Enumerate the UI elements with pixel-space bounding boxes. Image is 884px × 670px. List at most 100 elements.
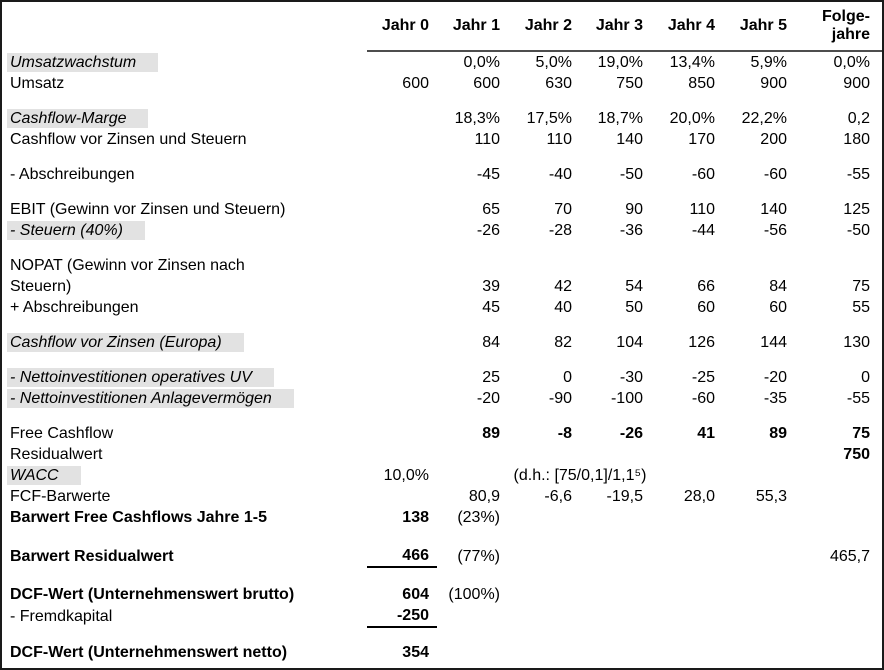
value-cell [651, 642, 723, 663]
value-cell: 13,4% [669, 54, 715, 71]
value-cell [723, 465, 795, 486]
row-label-cell: Cashflow vor Zinsen und Steuern [2, 129, 367, 150]
value-cell [367, 129, 437, 150]
value-cell: (23%) [457, 509, 500, 526]
table-row: FCF-Barwerte 80,9 -6,6 -19,5 28,0 55,3 [2, 486, 882, 507]
table-row: Barwert Free Cashflows Jahre 1-5 138 (23%) [2, 507, 882, 528]
value-cell: 22,2% [741, 110, 787, 127]
table-header: Jahr 0 Jahr 1 Jahr 2 Jahr 3 Jahr 4 Jahr 5 Folg… [2, 2, 882, 52]
value-cell: 75 [852, 425, 870, 442]
value-cell: 84 [482, 334, 500, 351]
table-row: Free Cashflow 89 -8 -26 41 89 75 [2, 423, 882, 444]
spacer-cell [2, 150, 882, 164]
column-header: Jahr 0 [367, 2, 437, 52]
row-label-cell: Residualwert [2, 444, 367, 465]
value-cell [367, 255, 437, 276]
table-row: Cashflow vor Zinsen (Europa) 84 82 104 126 14… [2, 332, 882, 353]
table-row: NOPAT (Gewinn vor Zinsen nach [2, 255, 882, 276]
value-cell [508, 255, 580, 276]
value-cell: 60 [769, 299, 787, 316]
spacer-row [2, 353, 882, 367]
table-row: - Nettoinvestitionen Anlagevermögen -20 -9… [2, 388, 882, 409]
value-cell: -250 [367, 605, 437, 628]
row-label-cell: Cashflow vor Zinsen (Europa) [2, 332, 367, 353]
value-cell: -55 [846, 166, 870, 183]
value-cell: 20,0% [669, 110, 715, 127]
value-cell [795, 605, 882, 627]
value-cell: 0,2 [847, 110, 870, 127]
value-cell: 80,9 [468, 488, 500, 505]
value-cell: -20 [476, 390, 500, 407]
value-cell: 600 [473, 75, 500, 92]
row-label-cell: Steuern) [2, 276, 367, 297]
value-cell: -50 [846, 222, 870, 239]
value-cell: -26 [476, 222, 500, 239]
row-label: Cashflow vor Zinsen und Steuern [10, 131, 247, 148]
value-cell: 104 [616, 334, 643, 351]
value-cell: 604 [402, 586, 429, 603]
value-cell: -60 [691, 166, 715, 183]
table-row: - Steuern (40%) -26 -28 -36 -44 -56 -50 [2, 220, 882, 241]
table-row: - Abschreibungen -45 -40 -50 -60 -60 -55 [2, 164, 882, 185]
value-cell: 126 [688, 334, 715, 351]
value-cell [508, 605, 580, 627]
column-header: Jahr 1 [437, 2, 508, 52]
value-cell: 170 [688, 131, 715, 148]
value-cell: 39 [482, 278, 500, 295]
value-cell: 70 [554, 201, 572, 218]
value-cell: 630 [545, 75, 572, 92]
row-label-cell: NOPAT (Gewinn vor Zinsen nach [2, 255, 367, 276]
value-cell [580, 642, 651, 663]
spacer-cell [2, 353, 882, 367]
value-cell [580, 507, 651, 528]
table-row: - Nettoinvestitionen operatives UV 25 0 -30… [2, 367, 882, 388]
row-label: - Nettoinvestitionen Anlagevermögen [7, 389, 294, 408]
row-label: Cashflow-Marge [7, 109, 149, 128]
value-cell: -20 [763, 369, 787, 386]
spacer-cell [2, 528, 882, 545]
row-label: Cashflow vor Zinsen (Europa) [7, 333, 244, 352]
value-cell [508, 444, 580, 465]
value-cell: 750 [616, 75, 643, 92]
row-label-cell: - Abschreibungen [2, 164, 367, 185]
value-cell: -40 [548, 166, 572, 183]
spacer-row [2, 567, 882, 584]
row-label: - Steuern (40%) [7, 221, 145, 240]
table-row: DCF-Wert (Unternehmenswert netto) 354 [2, 642, 882, 663]
spacer-row [2, 627, 882, 642]
value-cell [580, 605, 651, 627]
value-cell [723, 584, 795, 605]
spacer-row [2, 409, 882, 423]
value-cell: 600 [402, 75, 429, 92]
value-cell: 5,9% [750, 54, 787, 71]
row-label: FCF-Barwerte [10, 488, 111, 505]
row-label: DCF-Wert (Unternehmenswert netto) [10, 644, 288, 661]
value-cell: 140 [760, 201, 787, 218]
value-cell [367, 51, 437, 73]
row-label: + Abschreibungen [10, 299, 139, 316]
value-cell: 18,7% [597, 110, 643, 127]
value-cell: 25 [482, 369, 500, 386]
value-cell: -45 [476, 166, 500, 183]
row-label: WACC [7, 466, 81, 485]
value-cell: (100%) [448, 586, 500, 603]
row-label-cell: FCF-Barwerte [2, 486, 367, 507]
value-cell: 65 [482, 201, 500, 218]
value-cell [723, 255, 795, 276]
row-label: EBIT (Gewinn vor Zinsen und Steuern) [10, 201, 286, 218]
value-cell: 466 [367, 545, 437, 568]
value-cell: -28 [548, 222, 572, 239]
spacer-cell [2, 567, 882, 584]
value-cell [651, 545, 723, 567]
table-row: Umsatz 600 600 630 750 850 900 900 [2, 73, 882, 94]
value-cell: -60 [691, 390, 715, 407]
row-label-cell: EBIT (Gewinn vor Zinsen und Steuern) [2, 199, 367, 220]
value-cell [367, 367, 437, 388]
value-cell: 850 [688, 75, 715, 92]
value-cell: -60 [763, 166, 787, 183]
value-cell: 54 [625, 278, 643, 295]
value-cell: 354 [402, 644, 429, 661]
value-cell: 900 [843, 75, 870, 92]
table-row: Steuern) 39 42 54 66 84 75 [2, 276, 882, 297]
